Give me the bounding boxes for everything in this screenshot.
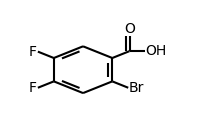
Text: F: F <box>29 81 37 95</box>
Text: OH: OH <box>146 44 167 58</box>
Text: O: O <box>124 22 135 36</box>
Text: F: F <box>29 45 37 59</box>
Text: Br: Br <box>129 81 144 95</box>
